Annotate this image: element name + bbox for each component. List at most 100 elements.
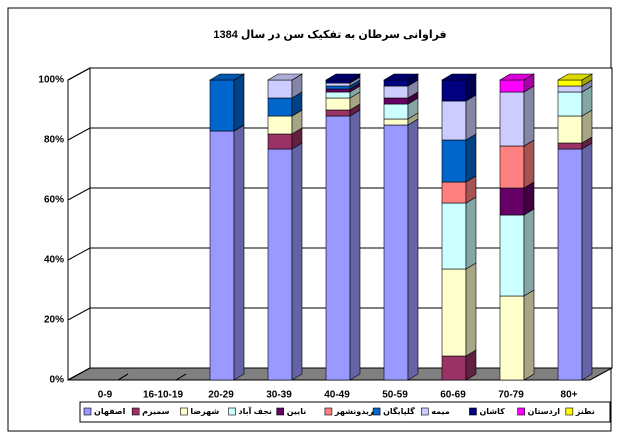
bar-top: [556, 73, 594, 81]
bar-side: [175, 373, 187, 381]
y-tick-label: 20%: [44, 315, 64, 326]
legend-swatch: [420, 407, 429, 416]
bar-segment: [267, 79, 293, 99]
bar-side: [465, 262, 477, 357]
side-wall: [67, 67, 91, 381]
bar-segment: [441, 202, 467, 270]
bar-segment: [499, 214, 525, 297]
bar-side: [117, 373, 129, 381]
legend-label: نجف آباد: [239, 406, 272, 416]
bar-segment: [557, 85, 583, 93]
bar-segment: [499, 187, 525, 216]
legend-swatch: [83, 407, 92, 416]
legend-swatch: [228, 407, 236, 416]
bar-side: [465, 133, 477, 183]
bar-segment: [499, 145, 525, 189]
legend-label: اردستان: [528, 407, 561, 416]
bar-segment: [441, 100, 467, 141]
bar-side: [349, 109, 361, 381]
bar-segment: [267, 115, 293, 135]
y-tick-label: 100%: [38, 75, 64, 86]
bar-side: [523, 139, 535, 189]
bar-segment: [325, 97, 351, 111]
bar-top: [382, 73, 420, 81]
bar-segment: [325, 88, 351, 93]
legend-label: گلپایگان: [383, 406, 415, 416]
bar-side: [581, 142, 593, 381]
x-tick-label: 20-29: [208, 390, 234, 401]
legend-label: فریدونشهر: [334, 407, 379, 416]
bar-segment: [557, 148, 583, 381]
grid-line: [67, 187, 612, 201]
x-tick-label: 16-10-19: [143, 390, 183, 401]
x-tick-label: 70-79: [498, 390, 524, 401]
legend-swatch: [469, 407, 477, 416]
legend-label: نطنز: [575, 407, 595, 416]
legend-label: کاشان: [479, 407, 505, 416]
legend-label: شهرضا: [190, 407, 219, 416]
x-tick-label: 80+: [561, 390, 578, 401]
bar-side: [407, 118, 419, 381]
bar-segment: [441, 181, 467, 204]
bar-side: [233, 124, 245, 381]
bar-segment: [267, 133, 293, 150]
bar-segment: [557, 142, 583, 150]
legend-swatch: [517, 407, 525, 416]
bar-top: [266, 73, 304, 81]
bar-segment: [441, 139, 467, 183]
bar-side: [233, 73, 245, 132]
bar-segment: [499, 79, 525, 93]
y-tick-label: 40%: [44, 255, 64, 266]
legend-swatch: [324, 407, 333, 416]
y-tick-label: 60%: [44, 195, 64, 206]
y-tick-label: 80%: [44, 135, 64, 146]
bar-segment: [267, 148, 293, 381]
legend-swatch: [276, 407, 285, 416]
chart-title: فراوانی سرطان به تفکیک سن در سال 1384: [213, 29, 446, 41]
bar-segment: [325, 91, 351, 99]
legend-swatch: [131, 407, 140, 416]
bar-segment: [557, 115, 583, 144]
bar-segment: [209, 79, 235, 132]
bar-segment: [499, 295, 525, 381]
legend-swatch: [565, 407, 574, 416]
bar-segment: [557, 79, 583, 87]
legend-swatch: [180, 407, 188, 416]
bar-segment: [441, 79, 467, 102]
bar-segment: [441, 355, 467, 381]
bar-side: [523, 208, 535, 297]
bar-segment: [209, 130, 235, 381]
bar-side: [291, 142, 303, 381]
bar-segment: [441, 268, 467, 357]
bar-segment: [383, 85, 409, 99]
grid-line: [67, 127, 612, 141]
bar-segment: [325, 79, 351, 84]
bar-side: [523, 289, 535, 381]
bar-segment: [383, 124, 409, 381]
bar-side: [465, 94, 477, 141]
bar-segment: [383, 97, 409, 105]
grid-line: [67, 307, 612, 321]
bar-segment: [267, 97, 293, 117]
legend-label: سمیرم: [142, 407, 169, 416]
bar-top: [324, 73, 362, 81]
bar-segment: [325, 85, 351, 90]
legend-box: [79, 401, 611, 423]
bar-segment: [557, 91, 583, 117]
x-tick-label: 60-69: [440, 390, 466, 401]
legend-label: اصفهان: [94, 407, 126, 416]
legend-label: میمه: [431, 407, 449, 416]
x-tick-label: 40-49: [324, 390, 350, 401]
bar-segment: [325, 82, 351, 87]
bar-segment: [325, 109, 351, 117]
bar-segment: [383, 118, 409, 126]
x-tick-label: 30-39: [266, 390, 292, 401]
bar-segment: [325, 115, 351, 381]
y-tick-label: 0%: [50, 375, 65, 386]
bar-segment: [383, 79, 409, 87]
grid-line: [67, 367, 612, 381]
bar-segment: [383, 103, 409, 120]
grid-line: [67, 67, 612, 81]
x-tick-label: 50-59: [382, 390, 408, 401]
